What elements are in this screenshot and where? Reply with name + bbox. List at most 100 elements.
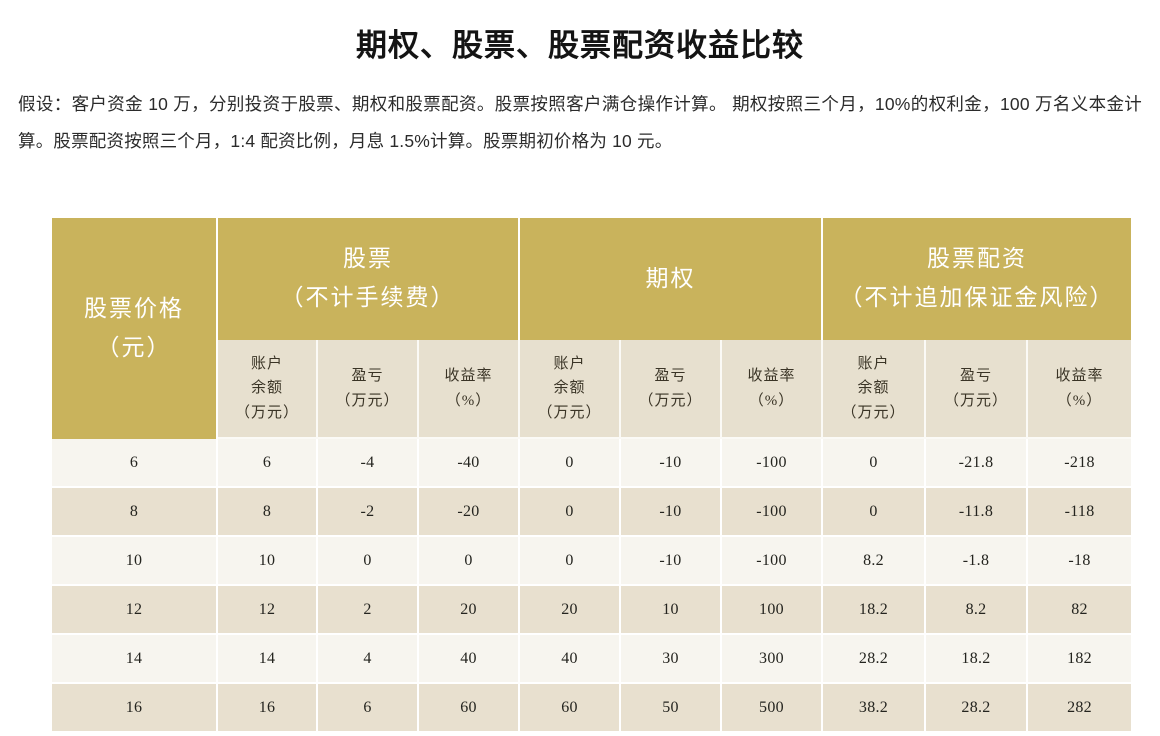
page-title: 期权、股票、股票配资收益比较 [356, 28, 804, 63]
cell-option-pnl: 10 [621, 586, 722, 635]
cell-margin-return: -118 [1028, 488, 1132, 537]
cell-stock-pnl: 6 [318, 684, 419, 731]
cell-stock-balance: 10 [218, 537, 318, 586]
sub-header-option-balance: 账户 余额 （万元） [520, 340, 621, 439]
sub-header-stock-balance-l1: 账户 [250, 356, 283, 373]
cell-option-balance: 40 [520, 635, 621, 684]
cell-stock-balance: 8 [218, 488, 318, 537]
sub-header-margin-pnl: 盈亏 （万元） [926, 340, 1029, 439]
sub-header-option-balance-l2: 余额 [553, 380, 586, 397]
sub-header-stock-pnl-l1: 盈亏 [351, 368, 384, 385]
cell-stock-return: 40 [419, 635, 520, 684]
cell-stock-balance: 16 [218, 684, 318, 731]
sub-header-stock-balance-l3: （万元） [234, 404, 299, 421]
sub-header-option-balance-l1: 账户 [553, 356, 586, 373]
intro-paragraph: 假设：客户资金 10 万，分别投资于股票、期权和股票配资。股票按照客户满仓操作计… [18, 94, 1142, 151]
sub-header-margin-pnl-l2: （万元） [944, 392, 1009, 409]
cell-stock-return: 20 [419, 586, 520, 635]
cell-margin-balance: 0 [823, 439, 927, 488]
sub-header-stock-pnl-l2: （万元） [335, 392, 400, 409]
cell-margin-return: 82 [1028, 586, 1132, 635]
sub-header-margin-balance-l2: 余额 [857, 380, 890, 397]
sub-header-option-pnl-l1: 盈亏 [654, 368, 687, 385]
cell-price: 14 [52, 635, 218, 684]
cell-option-balance: 0 [520, 488, 621, 537]
table-row: 16 16 6 60 60 50 500 38.2 28.2 282 [52, 684, 1132, 731]
cell-margin-pnl: 8.2 [926, 586, 1029, 635]
sub-header-stock-return-l1: 收益率 [444, 368, 493, 385]
cell-option-return: -100 [722, 439, 824, 488]
sub-header-stock-pnl: 盈亏 （万元） [318, 340, 419, 439]
cell-stock-pnl: -2 [318, 488, 419, 537]
cell-option-balance: 0 [520, 537, 621, 586]
table-body: 6 6 -4 -40 0 -10 -100 0 -21.8 -218 8 8 -… [52, 439, 1132, 731]
sub-header-row: 账户 余额 （万元） 盈亏 （万元） 收益率 （%） 账户 余额 [52, 340, 1132, 439]
table-row: 8 8 -2 -20 0 -10 -100 0 -11.8 -118 [52, 488, 1132, 537]
group-header-stock-line1: 股票 [343, 246, 393, 272]
cell-option-return: 100 [722, 586, 824, 635]
cell-stock-balance: 14 [218, 635, 318, 684]
group-header-price-line2: （元） [96, 334, 172, 360]
cell-price: 12 [52, 586, 218, 635]
cell-price: 10 [52, 537, 218, 586]
cell-stock-return: 0 [419, 537, 520, 586]
comparison-table: 股票价格 （元） 股票 （不计手续费） 期权 股票配资 （不计追加保证金风险） [52, 218, 1132, 731]
group-header-margin: 股票配资 （不计追加保证金风险） [823, 218, 1132, 340]
cell-option-pnl: -10 [621, 439, 722, 488]
group-header-margin-line2: （不计追加保证金风险） [839, 285, 1115, 310]
cell-stock-pnl: 0 [318, 537, 419, 586]
group-header-option-line1: 期权 [645, 265, 696, 291]
sub-header-margin-balance-l3: （万元） [841, 404, 906, 421]
sub-header-stock-balance: 账户 余额 （万元） [218, 340, 318, 439]
group-header-price-line1: 股票价格 [84, 295, 184, 321]
sub-header-stock-return-l2: （%） [445, 392, 492, 409]
group-header-row: 股票价格 （元） 股票 （不计手续费） 期权 股票配资 （不计追加保证金风险） [52, 218, 1132, 439]
sub-header-option-return-l1: 收益率 [747, 368, 796, 385]
sub-header-option-return: 收益率 （%） [722, 340, 824, 439]
group-header-margin-line1: 股票配资 [927, 246, 1028, 272]
table-row: 12 12 2 20 20 10 100 18.2 8.2 82 [52, 586, 1132, 635]
cell-option-return: 500 [722, 684, 824, 731]
cell-stock-pnl: 4 [318, 635, 419, 684]
cell-option-return: -100 [722, 537, 824, 586]
sub-header-margin-pnl-l1: 盈亏 [960, 368, 993, 385]
sub-header-margin-return-l2: （%） [1056, 392, 1103, 409]
group-header-stock: 股票 （不计手续费） [218, 218, 520, 340]
cell-stock-balance: 6 [218, 439, 318, 488]
cell-margin-pnl: -1.8 [926, 537, 1029, 586]
cell-option-pnl: -10 [621, 537, 722, 586]
cell-margin-pnl: -21.8 [926, 439, 1029, 488]
cell-price: 6 [52, 439, 218, 488]
cell-margin-balance: 8.2 [823, 537, 927, 586]
cell-stock-return: -20 [419, 488, 520, 537]
sub-header-margin-return: 收益率 （%） [1028, 340, 1132, 439]
sub-header-option-return-l2: （%） [748, 392, 795, 409]
cell-margin-balance: 18.2 [823, 586, 927, 635]
group-header-price: 股票价格 （元） [52, 218, 218, 439]
cell-option-return: 300 [722, 635, 824, 684]
cell-option-balance: 60 [520, 684, 621, 731]
cell-option-balance: 0 [520, 439, 621, 488]
cell-option-pnl: 30 [621, 635, 722, 684]
cell-margin-pnl: -11.8 [926, 488, 1029, 537]
cell-stock-return: 60 [419, 684, 520, 731]
sub-header-margin-return-l1: 收益率 [1055, 368, 1104, 385]
cell-price: 8 [52, 488, 218, 537]
cell-margin-return: 282 [1028, 684, 1132, 731]
cell-stock-return: -40 [419, 439, 520, 488]
sub-header-option-balance-l3: （万元） [537, 404, 602, 421]
cell-option-return: -100 [722, 488, 824, 537]
cell-margin-balance: 28.2 [823, 635, 927, 684]
sub-header-stock-balance-l2: 余额 [250, 380, 283, 397]
cell-margin-balance: 38.2 [823, 684, 927, 731]
comparison-table-wrapper: 股票价格 （元） 股票 （不计手续费） 期权 股票配资 （不计追加保证金风险） [52, 218, 1132, 731]
table-row: 10 10 0 0 0 -10 -100 8.2 -1.8 -18 [52, 537, 1132, 586]
group-header-option: 期权 [520, 218, 824, 340]
cell-margin-pnl: 28.2 [926, 684, 1029, 731]
cell-margin-return: 182 [1028, 635, 1132, 684]
cell-price: 16 [52, 684, 218, 731]
cell-option-pnl: 50 [621, 684, 722, 731]
cell-option-balance: 20 [520, 586, 621, 635]
table-row: 14 14 4 40 40 30 300 28.2 18.2 182 [52, 635, 1132, 684]
